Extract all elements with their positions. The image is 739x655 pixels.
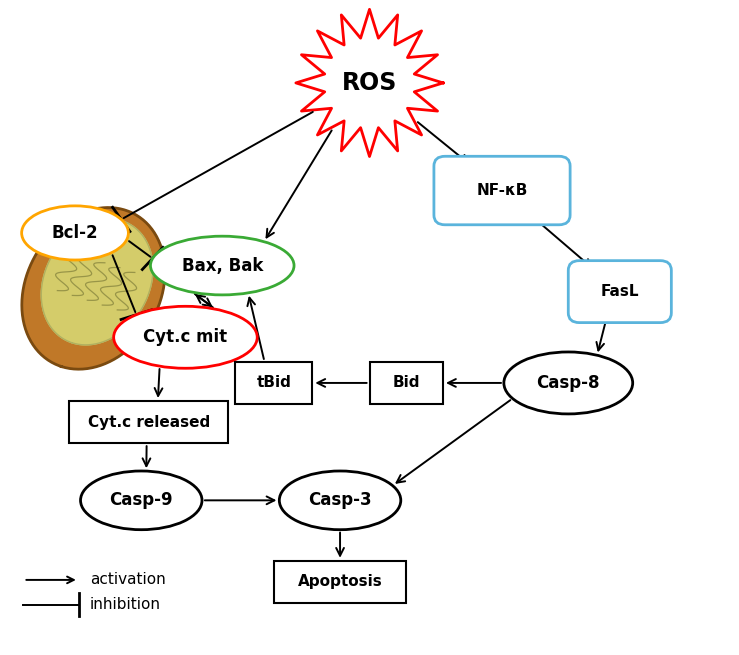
Text: activation: activation bbox=[89, 572, 166, 588]
Text: NF-κB: NF-κB bbox=[477, 183, 528, 198]
Ellipse shape bbox=[81, 471, 202, 530]
Text: FasL: FasL bbox=[601, 284, 639, 299]
FancyBboxPatch shape bbox=[235, 362, 313, 404]
Text: Casp-3: Casp-3 bbox=[308, 491, 372, 510]
Text: ROS: ROS bbox=[342, 71, 397, 95]
Text: Cyt.c mit: Cyt.c mit bbox=[143, 328, 228, 346]
Text: tBid: tBid bbox=[256, 375, 291, 390]
Ellipse shape bbox=[114, 307, 257, 368]
Text: Bid: Bid bbox=[392, 375, 420, 390]
Text: Bcl-2: Bcl-2 bbox=[52, 224, 98, 242]
Ellipse shape bbox=[279, 471, 401, 530]
Text: Apoptosis: Apoptosis bbox=[298, 574, 382, 590]
Polygon shape bbox=[296, 9, 443, 157]
FancyBboxPatch shape bbox=[69, 401, 228, 443]
Ellipse shape bbox=[151, 236, 294, 295]
Text: Cyt.c released: Cyt.c released bbox=[87, 415, 210, 430]
Ellipse shape bbox=[504, 352, 633, 414]
FancyBboxPatch shape bbox=[434, 157, 570, 225]
Text: Casp-8: Casp-8 bbox=[537, 374, 600, 392]
Polygon shape bbox=[41, 219, 153, 345]
Ellipse shape bbox=[21, 206, 129, 260]
Polygon shape bbox=[22, 208, 165, 369]
Text: inhibition: inhibition bbox=[89, 597, 161, 612]
FancyBboxPatch shape bbox=[568, 261, 671, 323]
FancyBboxPatch shape bbox=[370, 362, 443, 404]
Text: Bax, Bak: Bax, Bak bbox=[182, 257, 263, 274]
FancyBboxPatch shape bbox=[273, 561, 406, 603]
Text: Casp-9: Casp-9 bbox=[109, 491, 173, 510]
